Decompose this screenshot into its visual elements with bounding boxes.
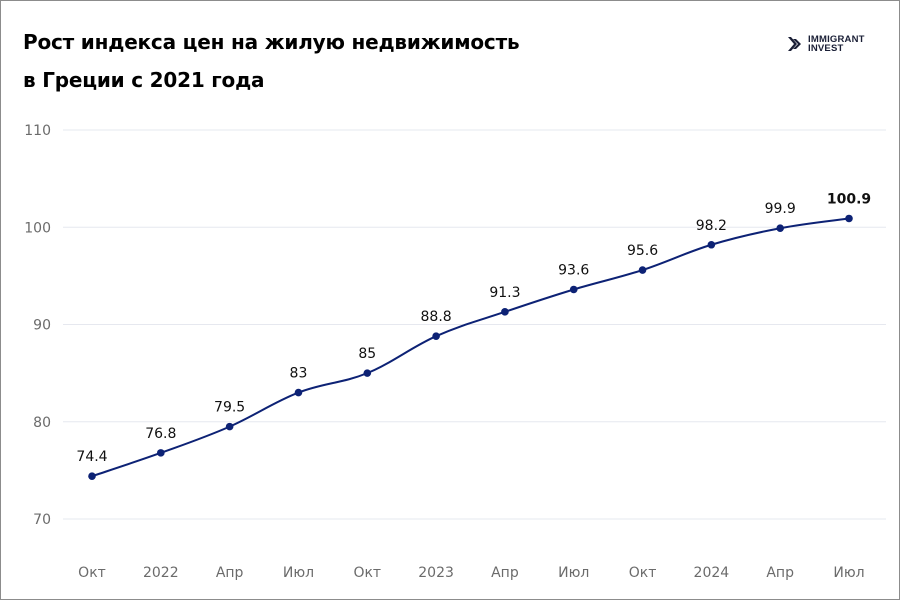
x-tick-label: Июл <box>283 565 314 581</box>
brand-logo-line-2: INVEST <box>808 43 844 54</box>
x-tick-label: Апр <box>216 565 244 581</box>
data-point-label: 99.9 <box>765 201 796 217</box>
chart-title-line-1: Рост индекса цен на жилую недвижимость <box>23 30 520 54</box>
brand-logo-text: IMMIGRANT INVEST <box>808 34 865 54</box>
data-point-label: 93.6 <box>558 262 589 278</box>
y-tick-label: 80 <box>33 415 51 431</box>
x-tick-label: 2023 <box>418 565 454 581</box>
data-point-label: 91.3 <box>489 285 520 301</box>
y-axis-ticks: 70 80 90 100 110 <box>24 123 51 528</box>
data-point-label: 88.8 <box>421 309 452 325</box>
data-point-label: 95.6 <box>627 243 658 259</box>
y-tick-label: 90 <box>33 318 51 334</box>
data-point-marker <box>501 308 509 316</box>
data-point-marker <box>776 224 784 233</box>
data-point-marker <box>707 240 716 249</box>
data-point-label: 74.4 <box>76 449 107 465</box>
x-axis-ticks: Окт 2022 Апр Июл Окт 2023 Апр Июл Окт 2024 Апр Июл <box>78 565 864 581</box>
x-tick-label: Июл <box>833 565 864 581</box>
data-point-label: 98.2 <box>696 218 727 234</box>
data-point-label: 85 <box>358 346 376 362</box>
y-tick-label: 100 <box>24 220 51 236</box>
data-markers <box>88 214 853 481</box>
y-tick-label: 70 <box>33 512 51 528</box>
data-labels: 74.4 76.8 79.5 83 85 88.8 91.3 93.6 95.6 98.2 99.9… <box>76 191 871 465</box>
data-point-marker <box>363 369 372 377</box>
x-tick-label: Июл <box>558 565 589 581</box>
data-point-label: 79.5 <box>214 400 245 416</box>
x-tick-label: 2024 <box>694 565 730 581</box>
data-point-marker <box>432 332 440 340</box>
x-tick-label: Окт <box>629 565 657 581</box>
data-point-marker <box>88 472 96 481</box>
data-point-marker <box>225 422 234 431</box>
data-point-marker <box>638 266 647 274</box>
data-point-marker <box>157 449 165 457</box>
brand-logo-line-1: IMMIGRANT <box>808 34 865 45</box>
x-tick-label: Окт <box>353 565 381 581</box>
data-point-marker <box>294 388 303 397</box>
data-point-label: 100.9 <box>827 191 871 207</box>
x-tick-label: Окт <box>78 565 106 581</box>
x-tick-label: Апр <box>491 565 519 581</box>
y-tick-label: 110 <box>24 123 51 139</box>
data-point-marker <box>845 214 853 223</box>
x-tick-label: 2022 <box>143 565 179 581</box>
chart-title-line-2: в Греции с 2021 года <box>23 68 265 92</box>
brand-logo: IMMIGRANT INVEST <box>787 35 865 53</box>
gridlines <box>63 129 886 520</box>
double-chevron-right-icon <box>788 37 801 51</box>
chart-title: Рост индекса цен на жилую недвижимость в… <box>23 23 520 99</box>
data-point-label: 76.8 <box>145 426 176 442</box>
data-point-label: 83 <box>290 366 308 382</box>
series-line <box>91 217 850 478</box>
x-tick-label: Апр <box>766 565 794 581</box>
data-point-marker <box>569 285 578 294</box>
